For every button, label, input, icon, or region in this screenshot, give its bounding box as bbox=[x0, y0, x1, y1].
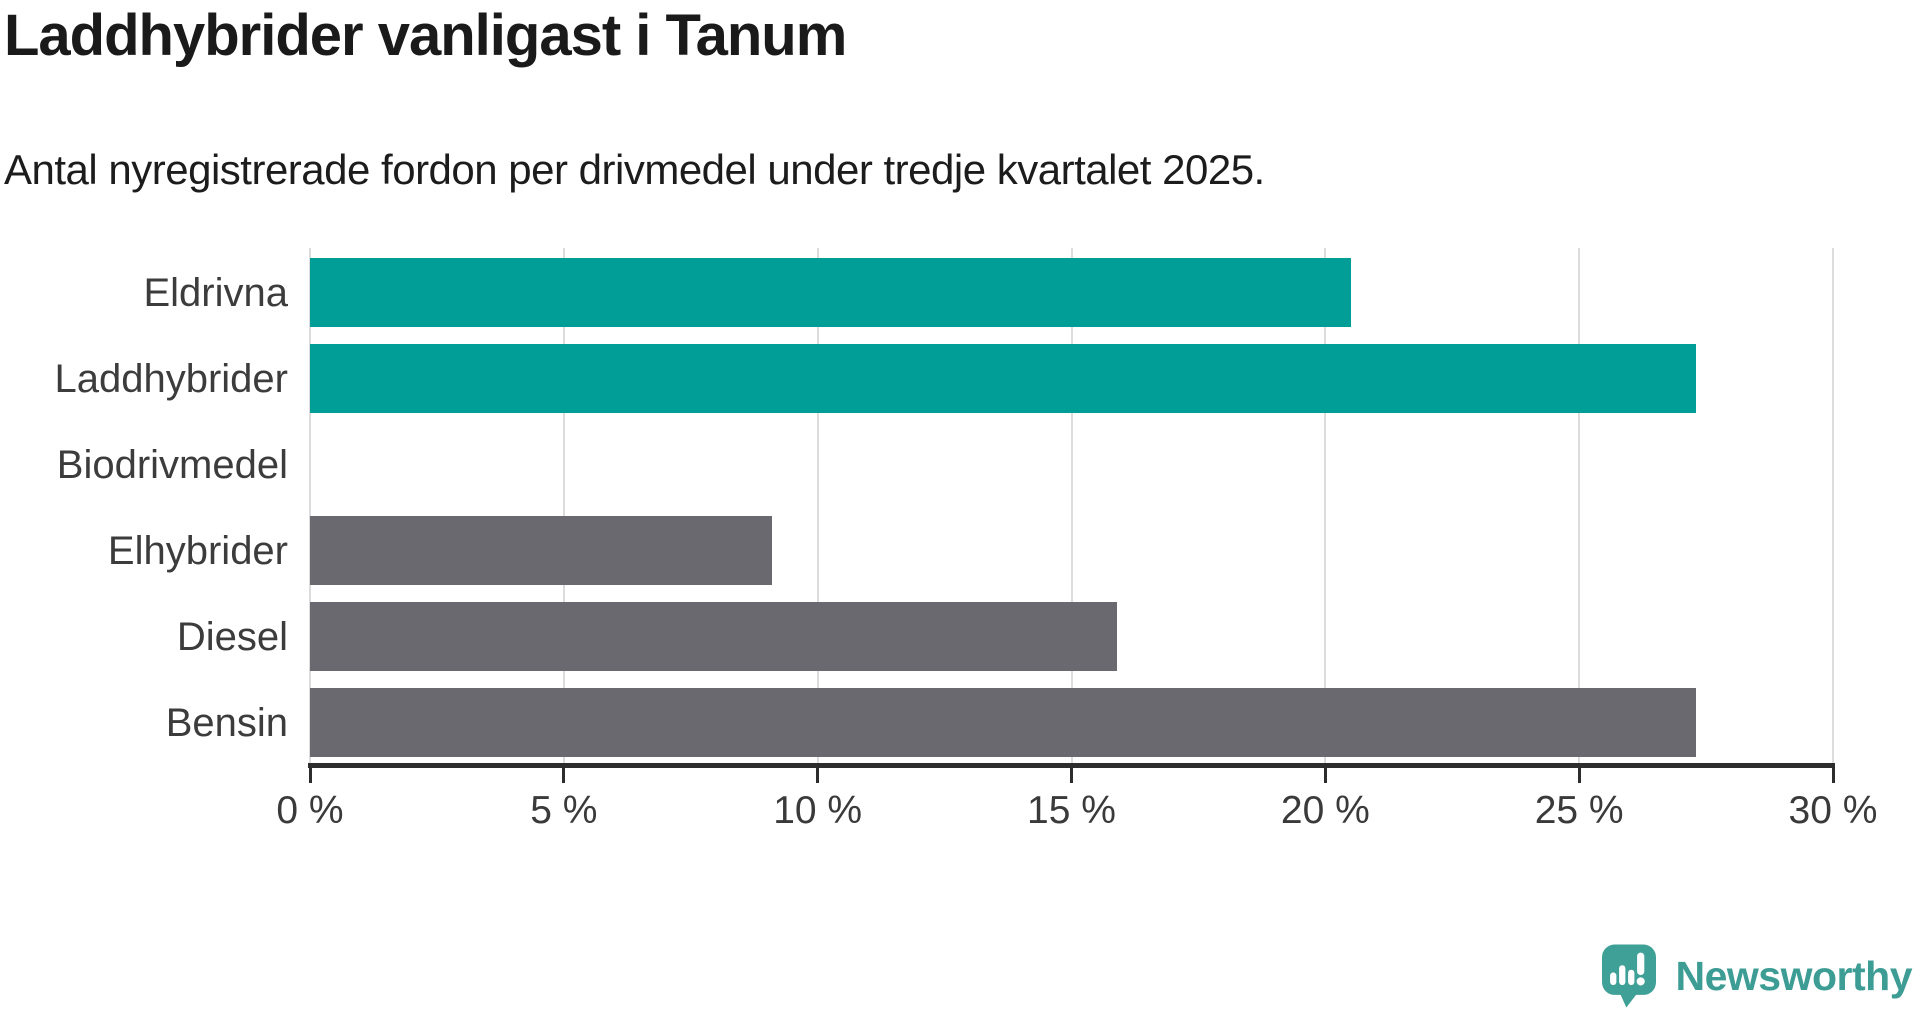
category-label-bensin: Bensin bbox=[165, 700, 288, 745]
x-tick-label-15: 15 % bbox=[1027, 789, 1116, 832]
bar-diesel bbox=[310, 602, 1118, 671]
chart-subtitle: Antal nyregistrerade fordon per drivmede… bbox=[4, 146, 1265, 193]
category-label-eldrivna: Eldrivna bbox=[143, 270, 288, 315]
x-tick-25 bbox=[1577, 763, 1581, 783]
brand-name: Newsworthy bbox=[1675, 953, 1913, 999]
gridline-5 bbox=[562, 248, 565, 767]
gridline-0 bbox=[309, 248, 311, 767]
gridline-10 bbox=[816, 248, 819, 767]
bar-elhybrider bbox=[310, 516, 772, 585]
x-tick-label-0: 0 % bbox=[276, 789, 344, 832]
category-label-diesel: Diesel bbox=[176, 614, 288, 659]
category-label-biodrivmedel: Biodrivmedel bbox=[56, 442, 288, 487]
bar-eldrivna bbox=[310, 258, 1351, 327]
chart-title: Laddhybrider vanligast i Tanum bbox=[4, 3, 847, 68]
brand-footer: Newsworthy bbox=[1601, 944, 1913, 1008]
bar-bensin bbox=[310, 688, 1696, 757]
x-tick-label-10: 10 % bbox=[773, 789, 863, 832]
plot-area bbox=[309, 248, 1834, 767]
x-tick-0 bbox=[308, 763, 312, 783]
x-tick-30 bbox=[1831, 763, 1835, 783]
newsworthy-speech-bubble-chart-icon bbox=[1601, 944, 1656, 1008]
bar-laddhybrider bbox=[310, 344, 1696, 413]
x-tick-20 bbox=[1323, 763, 1327, 783]
gridline-25 bbox=[1578, 248, 1581, 767]
category-label-laddhybrider: Laddhybrider bbox=[54, 356, 289, 401]
x-tick-label-30: 30 % bbox=[1788, 789, 1878, 832]
x-tick-label-20: 20 % bbox=[1280, 789, 1370, 832]
category-label-elhybrider: Elhybrider bbox=[107, 528, 288, 573]
gridline-20 bbox=[1324, 248, 1327, 767]
x-tick-label-25: 25 % bbox=[1534, 789, 1624, 832]
x-tick-label-5: 5 % bbox=[530, 789, 598, 832]
x-tick-15 bbox=[1070, 763, 1073, 783]
x-tick-10 bbox=[816, 763, 820, 783]
gridline-15 bbox=[1070, 248, 1073, 767]
x-tick-5 bbox=[562, 763, 566, 783]
gridline-30 bbox=[1832, 248, 1834, 767]
